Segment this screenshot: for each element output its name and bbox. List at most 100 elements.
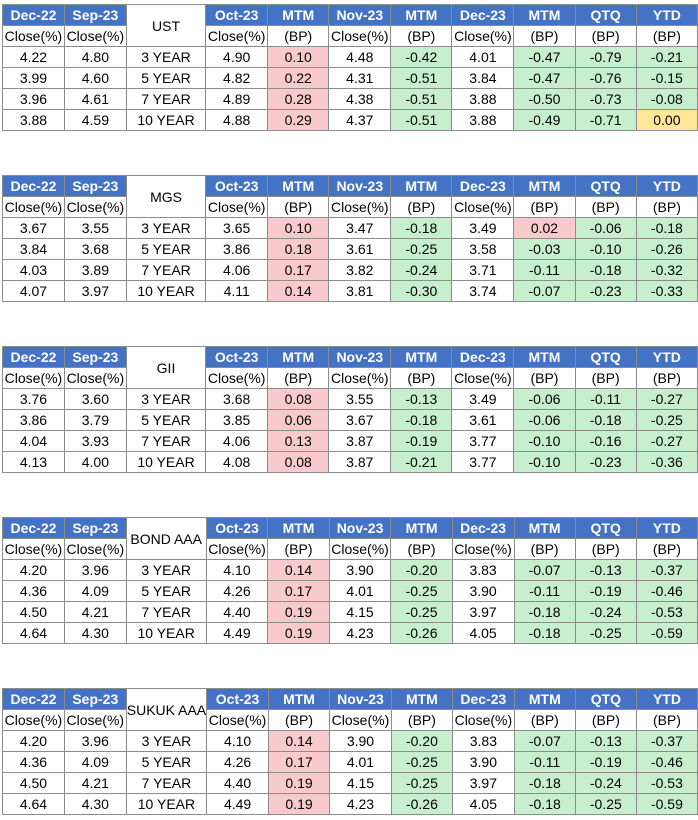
mtm2-cell: -0.20: [390, 730, 453, 752]
ytd-cell: -0.59: [635, 793, 698, 815]
dec23-unit: Close(%): [451, 25, 515, 47]
nov23-unit: Close(%): [328, 367, 392, 389]
tenor-cell: 3 YEAR: [125, 730, 208, 752]
qtq-header: QTQ: [574, 517, 637, 539]
qtq-header: QTQ: [574, 4, 637, 26]
mtm-oct-unit: (BP): [267, 367, 330, 389]
dec22-cell: 4.07: [2, 280, 65, 302]
dec23-cell: 3.90: [451, 580, 515, 602]
mtm1-cell: 0.06: [267, 409, 330, 431]
table-row: 4.20 3.96 3 YEAR 4.10 0.14 3.90 -0.20 3.83 -0.07…: [2, 559, 698, 581]
mtm-dec-header: MTM: [513, 688, 576, 710]
nov23-cell: 3.90: [328, 559, 392, 581]
dec22-cell: 4.13: [2, 451, 65, 473]
table-row: 4.13 4.00 10 YEAR 4.08 0.08 3.87 -0.21 3.77 -0.1…: [2, 451, 698, 473]
qtq-cell: -0.25: [574, 622, 637, 644]
mtm1-cell: 0.17: [267, 751, 331, 773]
dec22-unit: Close(%): [2, 25, 65, 47]
table-row: 4.64 4.30 10 YEAR 4.49 0.19 4.23 -0.26 4.05 -0.1…: [2, 622, 698, 644]
sep23-unit: Close(%): [63, 367, 127, 389]
sep23-cell: 3.89: [63, 259, 127, 281]
dec23-cell: 3.97: [451, 601, 515, 623]
mtm3-cell: -0.11: [513, 580, 576, 602]
oct23-cell: 4.82: [205, 67, 269, 89]
qtq-cell: -0.76: [574, 67, 637, 89]
ytd-header: YTD: [635, 688, 698, 710]
oct23-cell: 4.08: [205, 451, 269, 473]
mtm-nov-header: MTM: [390, 175, 453, 197]
mtm1-cell: 0.13: [267, 430, 330, 452]
oct23-unit: Close(%): [206, 709, 269, 731]
mtm1-cell: 0.17: [267, 580, 330, 602]
sep23-header: Sep-23: [63, 346, 127, 368]
tenor-cell: 3 YEAR: [125, 217, 207, 239]
mtm1-cell: 0.17: [267, 259, 330, 281]
nov23-cell: 4.01: [328, 580, 392, 602]
mtm2-cell: -0.18: [390, 409, 453, 431]
tenor-cell: 10 YEAR: [125, 280, 207, 302]
header-row: Dec-22 Sep-23 UST Oct-23 MTM Nov-23 MTM Dec-23 M…: [2, 4, 698, 47]
dec22-cell: 3.99: [2, 67, 65, 89]
mtm-dec-header: MTM: [513, 175, 576, 197]
tenor-cell: 10 YEAR: [125, 451, 207, 473]
tenor-cell: 10 YEAR: [125, 109, 207, 131]
mtm3-cell: -0.07: [513, 730, 576, 752]
dec22-cell: 4.04: [2, 430, 65, 452]
nov23-cell: 3.87: [328, 430, 392, 452]
dec22-cell: 4.64: [2, 622, 65, 644]
qtq-unit: (BP): [574, 25, 637, 47]
dec23-cell: 3.88: [451, 88, 515, 110]
mtm3-cell: -0.06: [513, 388, 576, 410]
sep23-header: Sep-23: [63, 175, 127, 197]
mtm2-cell: -0.30: [390, 280, 453, 302]
dec22-cell: 4.50: [2, 772, 65, 794]
mtm-dec-header: MTM: [513, 4, 576, 26]
mtm2-cell: -0.25: [390, 751, 453, 773]
dec23-cell: 3.90: [451, 751, 515, 773]
mtm2-cell: -0.51: [390, 109, 453, 131]
sep23-cell: 3.60: [63, 388, 127, 410]
ytd-cell: -0.37: [635, 559, 698, 581]
table-row: 3.86 3.79 5 YEAR 3.85 0.06 3.67 -0.18 3.61 -0.06…: [2, 409, 698, 431]
mtm2-cell: -0.26: [390, 622, 453, 644]
mtm3-cell: -0.50: [513, 88, 576, 110]
ytd-unit: (BP): [635, 25, 698, 47]
yield-table: Dec-22 Sep-23 MGS Oct-23 MTM Nov-23 MTM Dec-23 M…: [2, 175, 698, 302]
mtm-oct-unit: (BP): [267, 538, 330, 560]
mtm2-cell: -0.21: [390, 451, 453, 473]
mtm1-cell: 0.14: [267, 559, 330, 581]
qtq-cell: -0.19: [574, 580, 637, 602]
mtm-nov-header: MTM: [390, 688, 453, 710]
ytd-cell: 0.00: [635, 109, 698, 131]
mtm-oct-header: MTM: [267, 346, 330, 368]
mtm-dec-unit: (BP): [513, 25, 576, 47]
ytd-cell: -0.25: [635, 409, 698, 431]
qtq-cell: -0.24: [574, 601, 637, 623]
dec23-header: Dec-23: [451, 688, 515, 710]
dec22-unit: Close(%): [2, 709, 65, 731]
instrument-name: SUKUK AAA: [125, 688, 208, 731]
mtm-dec-header: MTM: [513, 517, 576, 539]
tenor-cell: 10 YEAR: [125, 622, 207, 644]
dec22-cell: 4.64: [2, 793, 65, 815]
header-row: Dec-22 Sep-23 GII Oct-23 MTM Nov-23 MTM Dec-23 M…: [2, 346, 698, 389]
nov23-cell: 4.37: [328, 109, 392, 131]
dec22-cell: 3.86: [2, 409, 65, 431]
qtq-header: QTQ: [574, 175, 637, 197]
tenor-cell: 5 YEAR: [125, 580, 207, 602]
sep23-cell: 3.97: [63, 280, 127, 302]
sep23-cell: 4.21: [63, 601, 127, 623]
instrument-name: GII: [125, 346, 207, 389]
unit-row: Close(%) Close(%) Close(%) (BP) Close(%) (BP)…: [2, 196, 698, 218]
mtm2-cell: -0.42: [390, 46, 453, 68]
dec22-header: Dec-22: [2, 175, 65, 197]
mtm-dec-unit: (BP): [513, 538, 576, 560]
qtq-cell: -0.18: [574, 409, 637, 431]
oct23-cell: 4.06: [205, 430, 269, 452]
oct23-cell: 4.40: [205, 601, 269, 623]
instrument-name: MGS: [125, 175, 207, 218]
ytd-header: YTD: [635, 346, 698, 368]
qtq-cell: -0.06: [574, 217, 637, 239]
mtm1-cell: 0.10: [267, 217, 330, 239]
tenor-cell: 5 YEAR: [125, 67, 207, 89]
